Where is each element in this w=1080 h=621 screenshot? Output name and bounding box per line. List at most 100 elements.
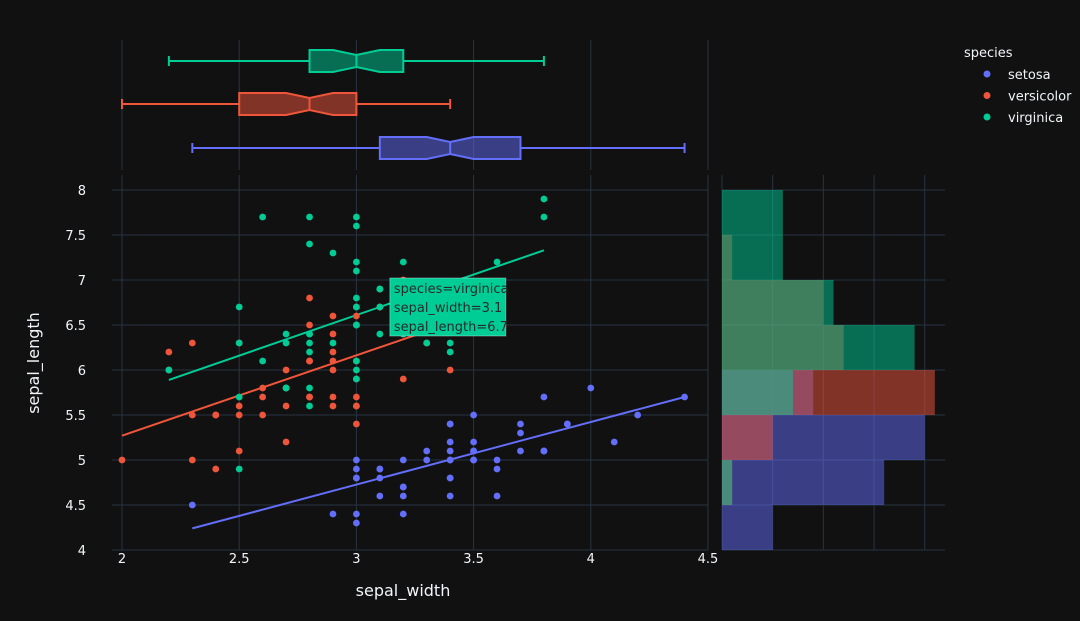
point-virginica (376, 330, 384, 338)
point-setosa (399, 483, 407, 491)
point-virginica (235, 339, 243, 347)
point-versicolor (329, 312, 337, 320)
point-setosa (423, 456, 431, 464)
point-setosa (376, 474, 384, 482)
point-setosa (563, 420, 571, 428)
x-tick-label: 4.5 (698, 552, 719, 567)
tooltip-line: sepal_length=6.7 (394, 320, 508, 335)
point-virginica (353, 267, 360, 275)
point-virginica (376, 303, 384, 311)
point-setosa (353, 510, 360, 518)
y-tick-label: 7 (78, 274, 86, 289)
point-setosa (540, 393, 548, 401)
point-setosa (399, 510, 407, 518)
point-virginica (306, 384, 313, 392)
point-virginica (306, 339, 313, 347)
hist-bar-virginica (722, 280, 834, 325)
point-setosa (399, 456, 407, 464)
point-setosa (353, 519, 360, 527)
point-setosa (446, 474, 454, 482)
point-setosa (353, 465, 360, 473)
point-versicolor (165, 348, 173, 356)
legend-label-setosa: setosa (1008, 68, 1051, 83)
hist-bar-versicolor (722, 415, 773, 460)
x-tick-label: 2 (118, 552, 126, 567)
point-virginica (353, 357, 360, 365)
point-versicolor (235, 411, 243, 419)
point-versicolor (329, 357, 337, 365)
point-versicolor (259, 393, 267, 401)
point-virginica (540, 213, 548, 221)
x-tick-label: 4 (587, 552, 595, 567)
point-setosa (470, 447, 477, 455)
legend-marker-virginica (983, 113, 991, 121)
point-virginica (235, 465, 243, 473)
marginal-box-layer (121, 49, 686, 160)
point-virginica (282, 330, 290, 338)
point-virginica (353, 294, 360, 302)
point-setosa (470, 411, 477, 419)
point-versicolor (306, 321, 313, 329)
point-setosa (681, 393, 688, 401)
point-setosa (329, 510, 337, 518)
trendline-setosa (192, 396, 685, 530)
hist-bar-virginica (722, 325, 915, 370)
point-setosa (493, 456, 501, 464)
point-setosa (493, 492, 501, 500)
tooltip-line: sepal_width=3.1 (394, 301, 503, 316)
point-virginica (540, 195, 548, 203)
point-versicolor (306, 294, 313, 302)
point-versicolor (188, 456, 196, 464)
point-versicolor (282, 366, 290, 374)
point-virginica (353, 303, 360, 311)
legend-marker-versicolor (983, 92, 991, 99)
point-setosa (423, 447, 431, 455)
point-versicolor (329, 366, 337, 374)
y-tick-label: 5 (78, 454, 86, 469)
point-setosa (446, 438, 454, 446)
x-axis-title: sepal_width (356, 581, 451, 601)
point-setosa (540, 447, 548, 455)
y-axis-title: sepal_length (24, 312, 44, 414)
point-setosa (587, 384, 595, 392)
point-setosa (517, 429, 524, 437)
point-virginica (235, 393, 243, 401)
legend-label-virginica: virginica (1008, 111, 1063, 126)
hist-bar-virginica (722, 460, 733, 505)
point-virginica (259, 213, 267, 221)
point-versicolor (259, 411, 267, 419)
point-versicolor (353, 420, 360, 428)
point-versicolor (353, 402, 360, 410)
point-versicolor (306, 393, 313, 401)
x-tick-label: 3.5 (463, 552, 484, 567)
point-virginica (306, 330, 313, 338)
point-virginica (423, 339, 431, 347)
point-versicolor (259, 384, 267, 392)
hist-bar-virginica (722, 370, 793, 415)
point-versicolor (446, 366, 454, 374)
point-virginica (353, 213, 360, 221)
point-virginica (353, 258, 360, 266)
point-virginica (306, 348, 313, 356)
point-versicolor (235, 402, 243, 410)
point-virginica (165, 366, 173, 374)
point-setosa (470, 438, 477, 446)
hist-bar-setosa (722, 460, 885, 505)
point-virginica (306, 213, 313, 221)
point-setosa (446, 420, 454, 428)
point-setosa (634, 411, 642, 419)
point-setosa (517, 447, 524, 455)
point-virginica (446, 348, 454, 356)
point-virginica (353, 366, 360, 374)
point-virginica (282, 384, 290, 392)
legend-marker-setosa (983, 70, 991, 78)
point-versicolor (212, 465, 220, 473)
tick-label-layer: 2 2.5 3 3.5 4 4.5 4 4.5 5 5.5 6 6.5 7 7.5 8 (65, 184, 718, 567)
point-setosa (353, 474, 360, 482)
legend[interactable]: species setosa versicolor virginica (964, 46, 1072, 126)
x-tick-label: 3 (352, 552, 360, 567)
point-versicolor (329, 393, 337, 401)
point-setosa (188, 501, 196, 509)
